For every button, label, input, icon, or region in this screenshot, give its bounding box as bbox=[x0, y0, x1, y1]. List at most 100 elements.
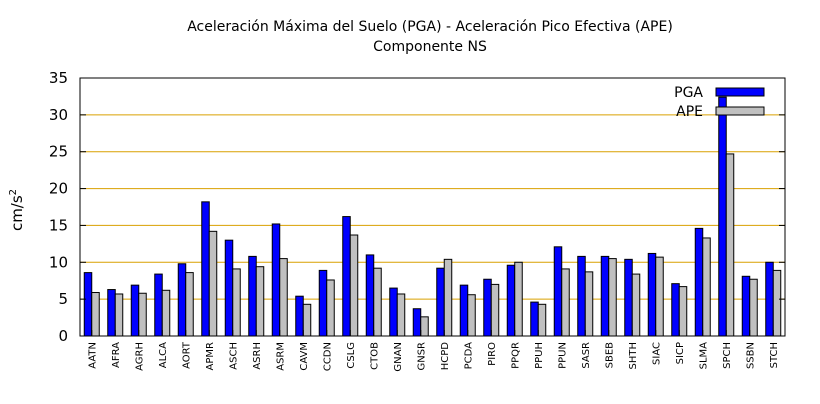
bar-pga-siac bbox=[647, 252, 657, 337]
bar-pga-ppun bbox=[553, 246, 563, 337]
bar-pga-sicp bbox=[671, 283, 680, 337]
chart-subtitle: Componente NS bbox=[373, 39, 487, 55]
bar-ape-ppun bbox=[561, 268, 570, 337]
bar-ape-ctob bbox=[373, 267, 382, 337]
chart-title: Aceleración Máxima del Suelo (PGA) - Ace… bbox=[187, 19, 673, 35]
x-tick-label: AGRH bbox=[134, 342, 145, 371]
bar-pga-gnsr bbox=[412, 308, 422, 337]
x-tick-label: PPUN bbox=[557, 342, 568, 369]
bar-ape-hcpd bbox=[443, 258, 453, 337]
y-axis-label: cm/s2 bbox=[8, 189, 26, 231]
bar-pga-asch bbox=[224, 239, 234, 337]
x-tick-label: APMR bbox=[205, 342, 216, 370]
bar-ape-apmr bbox=[208, 230, 218, 337]
bar-pga-ctob bbox=[365, 254, 375, 337]
bar-ape-gnan bbox=[396, 293, 406, 337]
x-tick-label: CAVM bbox=[299, 342, 310, 371]
bar-pga-shth bbox=[624, 258, 633, 337]
bars bbox=[83, 96, 782, 337]
x-tick-label: SIAC bbox=[651, 342, 662, 365]
legend-swatch-pga bbox=[715, 87, 765, 97]
x-tick-label: SSBN bbox=[745, 342, 756, 369]
bar-pga-slma bbox=[694, 227, 704, 337]
bar-ape-shth bbox=[631, 273, 641, 337]
bar-pga-ppqr bbox=[506, 264, 516, 337]
bar-ape-pcda bbox=[467, 294, 476, 337]
y-ticks: 0 5 10 15 20 25 30 35 bbox=[49, 69, 785, 345]
bar-ape-cslg bbox=[349, 234, 359, 337]
bar-ape-gnsr bbox=[420, 316, 429, 337]
x-tick-label: SICP bbox=[675, 342, 686, 364]
y-tick-label: 5 bbox=[58, 290, 68, 308]
bar-pga-apmr bbox=[201, 201, 210, 337]
bar-pga-sasr bbox=[577, 255, 586, 337]
bar-ape-asrm bbox=[279, 258, 288, 337]
x-tick-label: PPUH bbox=[534, 342, 545, 369]
x-tick-label: CCDN bbox=[322, 342, 333, 371]
legend-swatch-ape bbox=[715, 106, 765, 116]
x-tick-label: SASR bbox=[581, 342, 592, 369]
bar-pga-agrh bbox=[130, 284, 140, 337]
bar-ape-slma bbox=[702, 237, 711, 337]
x-tick-label: CSLG bbox=[346, 342, 357, 369]
y-tick-label: 10 bbox=[49, 253, 68, 271]
bar-ape-afra bbox=[114, 293, 124, 337]
x-tick-label: CTOB bbox=[369, 342, 380, 370]
plot-frame bbox=[79, 77, 786, 337]
bar-ape-piro bbox=[490, 283, 500, 337]
bar-pga-ppuh bbox=[530, 301, 539, 337]
bar-pga-gnan bbox=[389, 287, 398, 337]
bar-pga-ssbn bbox=[741, 275, 751, 337]
bar-ape-sicp bbox=[678, 286, 688, 337]
x-tick-label: PPQR bbox=[510, 342, 521, 369]
x-tick-label: AFRA bbox=[111, 342, 122, 368]
x-tick-label: STCH bbox=[769, 342, 780, 368]
x-tick-label: SLMA bbox=[698, 342, 709, 370]
bar-ape-ccdn bbox=[326, 279, 335, 337]
bar-ape-stch bbox=[772, 269, 782, 337]
bar-pga-cslg bbox=[342, 216, 351, 337]
x-ticks: AATN AFRA AGRH ALCA AORT APMR ASCH ASRH ASRM CAVM… bbox=[87, 330, 780, 372]
x-tick-label: AORT bbox=[181, 341, 192, 369]
y-tick-label: 25 bbox=[49, 143, 68, 161]
bar-pga-hcpd bbox=[436, 267, 445, 337]
bar-ape-agrh bbox=[138, 292, 147, 337]
legend-label-ape: APE bbox=[676, 104, 703, 120]
bar-pga-afra bbox=[107, 289, 116, 337]
bar-pga-spch bbox=[718, 96, 727, 337]
bar-ape-ppuh bbox=[537, 303, 547, 337]
bar-ape-aatn bbox=[91, 292, 100, 337]
x-tick-label: ASRM bbox=[275, 342, 286, 371]
bar-ape-siac bbox=[655, 256, 664, 337]
bar-pga-aatn bbox=[83, 272, 93, 337]
x-tick-label: HCPD bbox=[440, 342, 451, 371]
x-tick-label: PIRO bbox=[487, 342, 498, 366]
x-tick-label: SPCH bbox=[722, 342, 733, 369]
x-tick-label: ASCH bbox=[228, 342, 239, 370]
y-tick-label: 35 bbox=[49, 69, 68, 87]
x-tick-label: SBEB bbox=[604, 342, 615, 369]
y-tick-label: 0 bbox=[58, 327, 68, 345]
plot-border bbox=[79, 77, 786, 337]
y-axis-label-text: cm/s bbox=[8, 195, 26, 231]
y-tick-label: 20 bbox=[49, 180, 68, 198]
bar-ape-sasr bbox=[584, 271, 594, 337]
bar-ape-asrh bbox=[255, 266, 265, 337]
bar-pga-asrh bbox=[248, 255, 257, 337]
y-tick-label: 15 bbox=[49, 216, 68, 234]
x-tick-label: AATN bbox=[87, 342, 98, 369]
legend-label-pga: PGA bbox=[674, 85, 703, 101]
x-tick-label: GNSR bbox=[416, 342, 427, 371]
bar-ape-cavm bbox=[302, 303, 312, 337]
x-tick-label: ALCA bbox=[158, 342, 169, 368]
bar-pga-cavm bbox=[295, 295, 304, 337]
bar-ape-alca bbox=[161, 289, 171, 337]
y-tick-label: 30 bbox=[49, 106, 68, 124]
bar-ape-spch bbox=[725, 153, 735, 337]
bar-pga-pcda bbox=[459, 284, 469, 337]
x-tick-label: ASRH bbox=[252, 342, 263, 370]
bar-ape-sbeb bbox=[608, 258, 617, 337]
bar-ape-ppqr bbox=[514, 261, 523, 337]
bar-pga-sbeb bbox=[600, 255, 610, 337]
